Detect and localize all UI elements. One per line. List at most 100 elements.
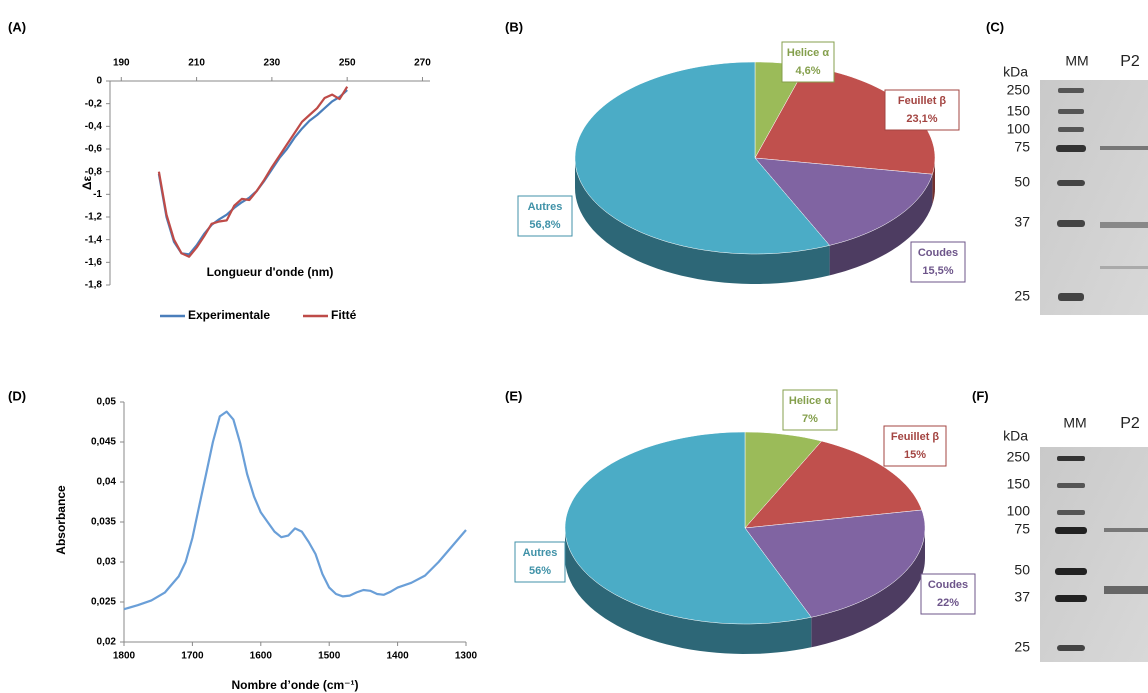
marker-label: 25 (1014, 288, 1030, 304)
slice-label: Feuillet β (891, 431, 940, 443)
panel-label: (A) (8, 19, 26, 34)
marker-label: 75 (1014, 521, 1030, 537)
label-box (883, 425, 947, 467)
y-tick-label: -1 (93, 189, 102, 200)
gel-bands (1055, 88, 1148, 651)
x-tick-label: 210 (188, 58, 205, 69)
lane-label: MM (1063, 415, 1086, 431)
x-axis-title: Longueur d'onde (nm) (207, 265, 334, 279)
panel-label: (E) (505, 388, 522, 403)
legend-label: Fitté (331, 308, 357, 322)
marker-label: 37 (1014, 214, 1030, 230)
lane-label: MM (1065, 53, 1088, 69)
slice-label: Helice α (787, 47, 829, 59)
x-tick-label: 230 (264, 58, 281, 69)
y-tick-label: 0,03 (97, 557, 117, 568)
y-tick-label: -0,2 (85, 98, 103, 109)
marker-label: 250 (1007, 449, 1031, 465)
panel-label: (B) (505, 19, 523, 34)
marker-label: 37 (1014, 589, 1030, 605)
pie-side (565, 528, 812, 654)
slice-label: Feuillet β (898, 95, 947, 107)
marker-label: 50 (1014, 174, 1030, 190)
pie-side (829, 174, 933, 276)
x-axis-title: Nombre d’onde (cm⁻¹) (231, 678, 358, 692)
label-box (514, 541, 566, 583)
pie-slice (744, 440, 923, 529)
label-box (781, 41, 835, 83)
pie-slice (744, 509, 926, 618)
y-tick-label: -1,4 (85, 234, 103, 245)
y-tick-label: 0 (96, 76, 102, 87)
y-tick-label: -0,4 (85, 121, 103, 132)
label-box (884, 89, 960, 131)
x-tick-label: 1600 (250, 651, 273, 662)
label-box (782, 389, 838, 431)
slice-value-label: 22% (937, 597, 959, 609)
unit-label: kDa (1003, 428, 1028, 444)
legend-label: Experimentale (188, 308, 270, 322)
data-line (157, 89, 348, 256)
panel-label: (F) (972, 388, 989, 403)
y-axis-title: Absorbance (54, 485, 68, 555)
data-line (157, 86, 349, 258)
y-tick-label: 0,035 (91, 517, 116, 528)
marker-label: 100 (1007, 121, 1031, 137)
lane-label: P2 (1120, 415, 1140, 432)
slice-value-label: 56% (529, 565, 551, 577)
slice-label: Autres (523, 547, 558, 559)
pie-slice (564, 431, 812, 625)
marker-label: 50 (1014, 562, 1030, 578)
panel-label: (C) (986, 19, 1004, 34)
pie-side (575, 158, 830, 284)
x-tick-label: 1500 (318, 651, 341, 662)
slice-label: Autres (528, 201, 563, 213)
slice-label: Coudes (918, 247, 958, 259)
marker-label: 150 (1007, 476, 1031, 492)
y-tick-label: -0,8 (85, 166, 103, 177)
y-tick-label: -1,8 (85, 280, 103, 291)
x-tick-label: 1700 (181, 651, 204, 662)
pie-slice (744, 431, 823, 529)
slice-label: Helice α (789, 395, 831, 407)
y-tick-label: 0,04 (97, 477, 117, 488)
y-axis-title: Δε (80, 176, 94, 191)
gel-image (1040, 80, 1148, 315)
x-tick-label: 190 (113, 58, 130, 69)
panel-label: (D) (8, 388, 26, 403)
label-box (910, 241, 966, 283)
y-tick-label: 0,025 (91, 597, 116, 608)
x-tick-label: 1400 (386, 651, 409, 662)
data-line (123, 410, 467, 611)
pie-slice (574, 61, 831, 255)
y-tick-label: 0,045 (91, 437, 116, 448)
pie-slice (754, 157, 933, 246)
slice-value-label: 4,6% (795, 65, 820, 77)
pie-side (811, 528, 925, 648)
x-tick-label: 250 (339, 58, 356, 69)
slice-value-label: 23,1% (906, 113, 937, 125)
label-box (517, 195, 573, 237)
gel-image (1040, 447, 1148, 662)
y-tick-label: -0,6 (85, 144, 103, 155)
lane-label: P2 (1120, 53, 1140, 70)
x-tick-label: 1800 (113, 651, 136, 662)
marker-label: 150 (1007, 103, 1031, 119)
y-tick-label: 0,02 (97, 637, 117, 648)
marker-label: 250 (1007, 82, 1031, 98)
unit-label: kDa (1003, 64, 1028, 80)
slice-value-label: 15,5% (922, 265, 953, 277)
y-tick-label: -1,2 (85, 212, 103, 223)
pie-side (932, 158, 935, 205)
marker-label: 75 (1014, 139, 1030, 155)
slice-value-label: 56,8% (529, 219, 560, 231)
marker-label: 25 (1014, 639, 1030, 655)
x-tick-label: 270 (414, 58, 431, 69)
label-box (920, 573, 976, 615)
slice-value-label: 15% (904, 449, 926, 461)
y-tick-label: -1,6 (85, 257, 103, 268)
y-tick-label: 0,05 (97, 397, 117, 408)
marker-label: 100 (1007, 503, 1031, 519)
